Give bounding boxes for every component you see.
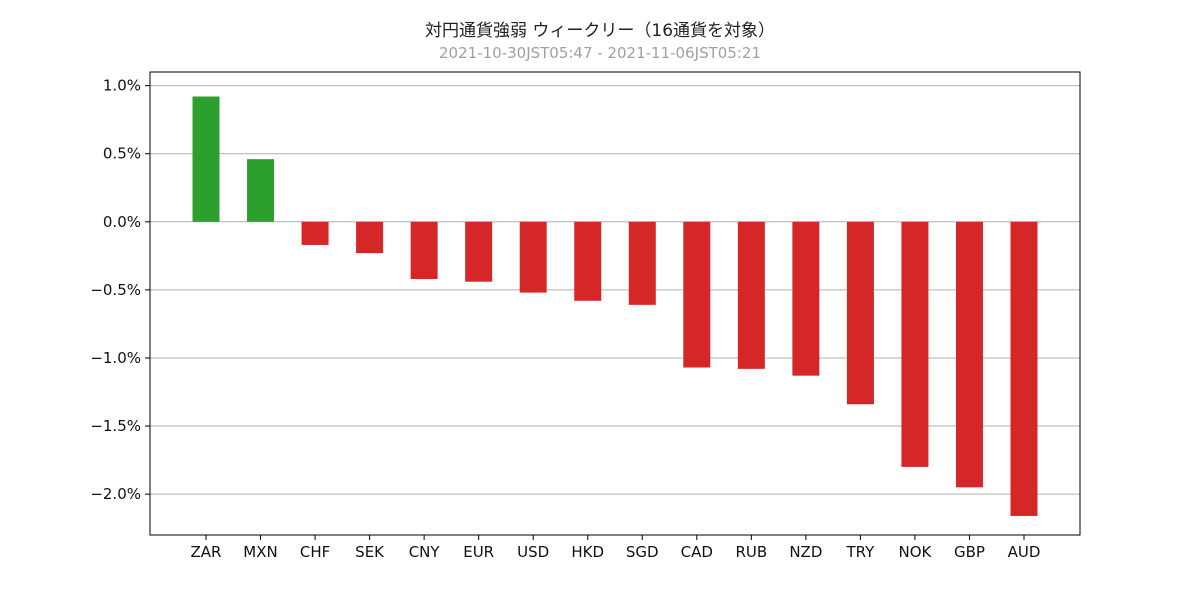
bar-chf <box>301 221 329 245</box>
y-tick-label: −1.5% <box>90 417 141 435</box>
bar-usd <box>519 221 547 293</box>
x-tick-label: SGD <box>626 543 659 561</box>
y-tick-label: 1.0% <box>103 77 141 95</box>
bar-sek <box>356 221 384 254</box>
grid-lines <box>150 85 1080 495</box>
plot-frame <box>149 71 1081 536</box>
y-tick-label: −2.0% <box>90 485 141 503</box>
bars <box>192 96 1038 516</box>
x-tick-label: GBP <box>954 543 985 561</box>
x-tick-label: ZAR <box>191 543 222 561</box>
bar-cad <box>683 221 711 368</box>
chart-title: 対円通貨強弱 ウィークリー（16通貨を対象） <box>424 21 776 41</box>
x-tick-label: CNY <box>409 543 441 561</box>
x-tick-label: USD <box>517 543 549 561</box>
y-tick-label: 0.0% <box>103 213 141 231</box>
bar-zar <box>192 96 220 222</box>
x-tick-label: EUR <box>463 543 494 561</box>
bar-nzd <box>792 221 820 376</box>
x-tick-label: RUB <box>735 543 767 561</box>
x-tick-label: AUD <box>1008 543 1041 561</box>
bar-cny <box>410 221 438 279</box>
bar-sgd <box>628 221 656 305</box>
y-axis-ticks: 1.0% 0.5% 0.0% −0.5% −1.0% −1.5% −2.0% <box>90 77 150 503</box>
y-tick-label: −1.0% <box>90 349 141 367</box>
bar-aud <box>1010 221 1038 516</box>
chart-subtitle: 2021-10-30JST05:47 - 2021-11-06JST05:21 <box>439 44 761 62</box>
bar-try <box>846 221 874 405</box>
bar-nok <box>901 221 929 467</box>
bar-rub <box>737 221 765 369</box>
x-tick-label: SEK <box>355 543 385 561</box>
x-tick-label: HKD <box>571 543 604 561</box>
x-tick-label: CHF <box>300 543 330 561</box>
y-tick-label: −0.5% <box>90 281 141 299</box>
x-axis-ticks: ZAR MXN CHF SEK CNY EUR USD HKD SGD CAD RUB NZD TRY N… <box>191 535 1041 561</box>
bar-mxn <box>247 159 275 222</box>
x-tick-label: MXN <box>243 543 277 561</box>
x-tick-label: TRY <box>846 543 876 561</box>
y-tick-label: 0.5% <box>103 145 141 163</box>
bar-gbp <box>955 221 983 488</box>
bar-hkd <box>574 221 602 301</box>
x-tick-label: NZD <box>789 543 822 561</box>
x-tick-label: CAD <box>681 543 713 561</box>
x-tick-label: NOK <box>898 543 932 561</box>
bar-eur <box>465 221 493 282</box>
